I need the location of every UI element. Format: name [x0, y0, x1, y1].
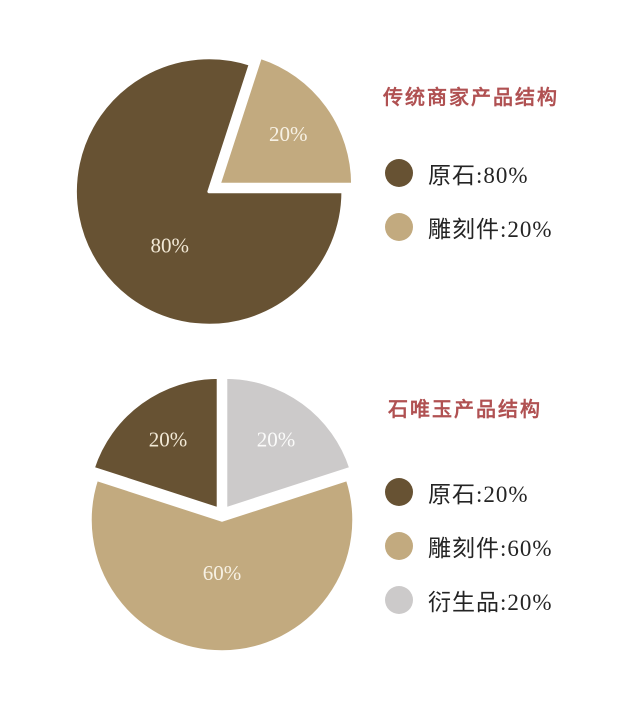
legend-swatch-carved-pieces — [385, 213, 413, 241]
pie-slice-raw-stone — [91, 375, 221, 511]
slice-label-raw-stone: 80% — [151, 234, 190, 258]
pie-slice-derivatives — [223, 375, 353, 511]
legend-item-raw-stone: 原石:20% — [385, 475, 553, 509]
legend-label-raw-stone: 原石:20% — [428, 482, 529, 507]
legend-swatch-derivatives — [385, 586, 413, 614]
chart-title-traditional-merchants: 传统商家产品结构 — [383, 87, 559, 109]
pie-chart-shiwei-jade: 20% 60% 20% — [88, 375, 356, 654]
legend-item-carved-pieces: 雕刻件:20% — [385, 210, 553, 244]
legend-swatch-carved-pieces — [385, 532, 413, 560]
legend-label-carved-pieces: 雕刻件:20% — [428, 217, 553, 242]
chart-title-shiwei-jade: 石唯玉产品结构 — [388, 399, 542, 421]
legend-label-derivatives: 衍生品:20% — [428, 590, 553, 615]
pie-slice-raw-stone — [73, 55, 345, 328]
legend-traditional-merchants: 原石:80% 雕刻件:20% — [385, 156, 553, 264]
slice-label-carved-pieces: 20% — [269, 122, 308, 146]
pie-chart-traditional-merchants: 80% 20% — [73, 55, 355, 328]
legend-item-carved-pieces: 雕刻件:60% — [385, 529, 553, 563]
slice-label-derivatives: 20% — [257, 428, 296, 452]
slice-label-raw-stone: 20% — [149, 428, 188, 452]
legend-label-carved-pieces: 雕刻件:60% — [428, 536, 553, 561]
legend-shiwei-jade: 原石:20% 雕刻件:60% 衍生品:20% — [385, 475, 553, 637]
slice-label-carved-pieces: 60% — [203, 561, 242, 585]
pie-slice-carved-pieces — [88, 477, 356, 654]
legend-label-raw-stone: 原石:80% — [428, 163, 529, 188]
legend-item-derivatives: 衍生品:20% — [385, 583, 553, 617]
legend-swatch-raw-stone — [385, 478, 413, 506]
pie-slice-carved-pieces — [217, 55, 355, 187]
legend-item-raw-stone: 原石:80% — [385, 156, 553, 190]
legend-swatch-raw-stone — [385, 159, 413, 187]
